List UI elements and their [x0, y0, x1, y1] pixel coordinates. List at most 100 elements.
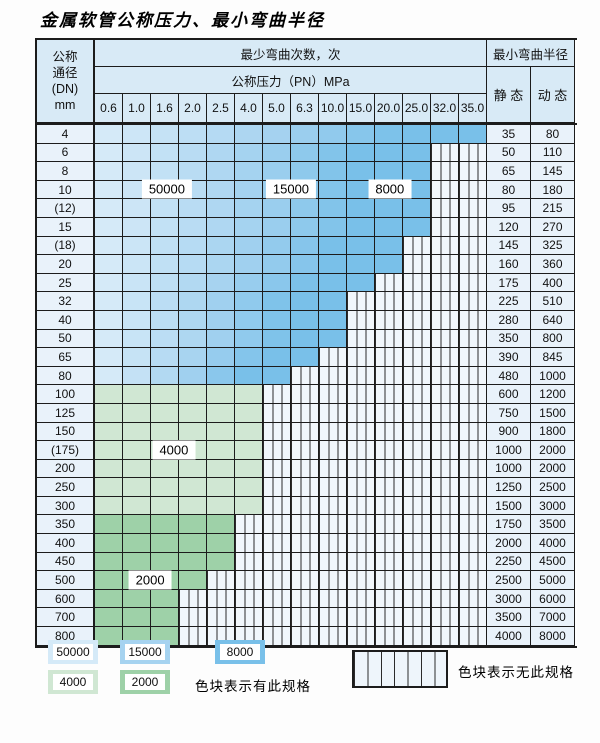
spec-available-cell	[291, 255, 319, 274]
no-spec-cell	[263, 534, 291, 553]
min-bend-radius-header: 最小弯曲半径	[487, 40, 575, 67]
no-spec-cell	[263, 422, 291, 442]
spec-available-cell	[151, 329, 179, 349]
no-spec-cell	[235, 571, 263, 590]
no-spec-cell	[403, 459, 431, 479]
no-spec-cell	[431, 180, 459, 200]
dynamic-radius-cell: 6000	[531, 589, 575, 609]
spec-available-cell	[123, 162, 151, 181]
pressure-header-cell: 10.0	[319, 94, 347, 123]
spec-available-cell	[123, 125, 151, 144]
dynamic-radius-cell: 110	[531, 143, 575, 163]
spec-available-cell	[347, 236, 375, 256]
spec-available-cell	[235, 329, 263, 349]
no-spec-cell	[431, 217, 459, 237]
spec-available-cell	[95, 589, 123, 609]
no-spec-cell	[375, 441, 403, 460]
no-spec-cell	[403, 422, 431, 442]
legend-swatch-4000: 4000	[48, 670, 98, 694]
spec-available-cell	[151, 366, 179, 386]
spec-available-cell	[95, 199, 123, 218]
no-spec-cell	[431, 310, 459, 330]
static-radius-cell: 750	[487, 403, 531, 423]
spec-available-cell	[235, 310, 263, 330]
spec-available-cell	[151, 478, 179, 497]
dn-header-line: mm	[54, 98, 76, 112]
legend-swatch-label: 2000	[125, 674, 165, 690]
no-spec-cell	[403, 608, 431, 628]
no-spec-cell	[291, 403, 319, 423]
spec-available-cell	[291, 329, 319, 349]
spec-available-cell	[235, 255, 263, 274]
no-spec-cell	[291, 366, 319, 386]
spec-available-cell	[123, 217, 151, 237]
spec-available-cell	[95, 478, 123, 497]
static-radius-cell: 480	[487, 366, 531, 386]
no-spec-cell	[375, 534, 403, 553]
no-spec-cell	[347, 608, 375, 628]
spec-available-cell	[123, 348, 151, 367]
spec-available-cell	[123, 143, 151, 163]
static-radius-cell: 65	[487, 162, 531, 181]
no-spec-cell	[347, 571, 375, 590]
static-radius-cell: 4000	[487, 627, 531, 646]
spec-available-cell	[95, 180, 123, 200]
dn-cell: 15	[37, 217, 95, 237]
static-radius-cell: 1750	[487, 515, 531, 535]
dn-cell: 4	[37, 125, 95, 144]
no-spec-cell	[263, 459, 291, 479]
spec-available-cell	[263, 125, 291, 144]
no-spec-cell	[319, 459, 347, 479]
spec-available-cell	[151, 385, 179, 404]
no-spec-cell	[319, 478, 347, 497]
no-spec-cell	[347, 552, 375, 572]
spec-available-cell	[347, 255, 375, 274]
dn-column-header: 公称 通径 (DN) mm	[37, 40, 95, 123]
dn-cell: 100	[37, 385, 95, 404]
static-radius-cell: 350	[487, 329, 531, 349]
spec-available-cell	[291, 348, 319, 367]
spec-available-cell	[123, 459, 151, 479]
no-spec-cell	[459, 441, 487, 460]
spec-available-cell	[179, 366, 207, 386]
pressure-header-cell: 1.6	[151, 94, 179, 123]
no-spec-cell	[319, 515, 347, 535]
static-radius-cell: 3500	[487, 608, 531, 628]
spec-available-cell	[375, 255, 403, 274]
spec-available-cell	[179, 403, 207, 423]
spec-available-cell	[123, 496, 151, 516]
spec-available-cell	[95, 255, 123, 274]
no-spec-cell	[291, 608, 319, 628]
spec-available-cell	[375, 199, 403, 218]
table-header: 公称 通径 (DN) mm 最少弯曲次数，次 最小弯曲半径 公称压力（PN）MPa 静…	[35, 38, 577, 123]
spec-available-cell	[403, 217, 431, 237]
spec-available-cell	[123, 552, 151, 572]
dn-header-line: 通径	[52, 66, 78, 80]
spec-available-cell	[291, 199, 319, 218]
spec-available-cell	[151, 292, 179, 311]
pressure-header-cell: 35.0	[459, 94, 487, 123]
no-spec-cell	[235, 608, 263, 628]
nominal-pressure-header: 公称压力（PN）MPa	[95, 67, 487, 94]
dn-header-line: (DN)	[51, 82, 79, 96]
spec-available-cell	[123, 403, 151, 423]
spec-available-cell	[375, 125, 403, 144]
no-spec-cell	[431, 403, 459, 423]
spec-available-cell	[151, 403, 179, 423]
spec-available-cell	[151, 534, 179, 553]
spec-available-cell	[235, 385, 263, 404]
no-spec-cell	[291, 496, 319, 516]
spec-available-cell	[95, 552, 123, 572]
spec-available-cell	[207, 292, 235, 311]
no-spec-cell	[263, 515, 291, 535]
spec-available-cell	[95, 385, 123, 404]
spec-available-cell	[235, 292, 263, 311]
no-spec-cell	[319, 608, 347, 628]
spec-available-cell	[207, 162, 235, 181]
spec-available-cell	[179, 571, 207, 590]
spec-available-cell	[123, 534, 151, 553]
spec-available-cell	[403, 125, 431, 144]
spec-available-cell	[263, 348, 291, 367]
spec-available-cell	[207, 534, 235, 553]
